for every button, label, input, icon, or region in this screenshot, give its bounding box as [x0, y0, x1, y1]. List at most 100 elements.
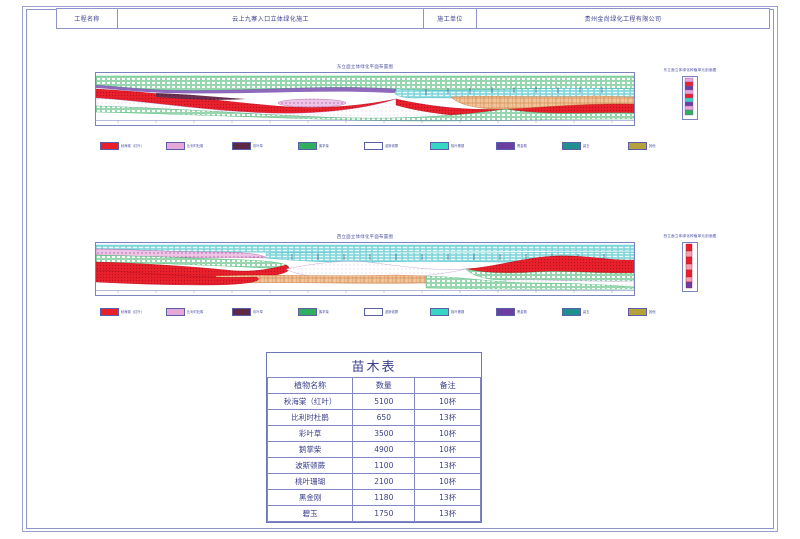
- contractor-value: 贵州金尚绿化工程有限公司: [584, 16, 662, 23]
- legend-swatch-icon: [628, 142, 647, 150]
- table-header-row: 植物名称 数量 备注: [266, 377, 481, 394]
- legend-swatch-icon: [166, 142, 185, 150]
- section-detail-2-drawing: [682, 242, 698, 292]
- plant-schedule-grid: 苗木表 植物名称 数量 备注 秋海棠（红叶） 5100 10杯 比利时杜鹃 65…: [266, 353, 481, 522]
- table-row: 桃叶珊瑚 2100 10杯: [266, 473, 481, 490]
- project-name-value: 云上九寨入口立体绿化施工: [118, 9, 424, 28]
- header-remark: 备注: [414, 377, 481, 394]
- legend-item: 鹅掌柴: [298, 142, 364, 150]
- cell-remark: 13杯: [414, 409, 481, 426]
- legend-item: 比利时杜鹃: [166, 308, 232, 316]
- legend-swatch-icon: [100, 142, 119, 150]
- legend-item: 波斯顿蕨: [364, 308, 430, 316]
- legend-label: 鹅掌柴: [319, 310, 329, 315]
- section-detail-1: 东立面立体绿化种植单元剖面图: [652, 68, 728, 120]
- cell-quantity: 3500: [352, 425, 416, 442]
- legend-label: 秋海棠（红叶）: [121, 310, 145, 315]
- section-detail-2: 西立面立体绿化种植单元剖面图: [652, 234, 728, 292]
- legend-swatch-icon: [100, 308, 119, 316]
- legend-label: 鹅掌柴: [319, 144, 329, 149]
- cell-remark: 13杯: [414, 505, 481, 522]
- legend-label: 比利时杜鹃: [187, 144, 204, 149]
- cell-quantity: 5100: [352, 393, 416, 410]
- elevation-plan-2: 西立面立体绿化平面布置图: [95, 234, 635, 296]
- legend-swatch-icon: [496, 308, 515, 316]
- section-detail-2-svg: [683, 243, 695, 289]
- header-plant-name: 植物名称: [266, 377, 354, 394]
- legend-label: 碧玉: [583, 144, 590, 149]
- panel-2-title: 西立面立体绿化平面布置图: [336, 235, 394, 240]
- legend-label: 彩叶草: [253, 144, 263, 149]
- cell-plant-name: 碧玉: [266, 505, 354, 522]
- title-block: 工程名称 云上九寨入口立体绿化施工 施工单位 贵州金尚绿化工程有限公司: [56, 8, 770, 29]
- section-detail-1-title: 东立面立体绿化种植单元剖面图: [663, 68, 717, 72]
- cell-quantity: 4900: [352, 441, 416, 458]
- cell-plant-name: 桃叶珊瑚: [266, 473, 354, 490]
- panel-1-drawing: [95, 72, 635, 126]
- plant-schedule-title: 苗木表: [267, 353, 481, 378]
- legend-swatch-icon: [562, 142, 581, 150]
- legend-item: 彩叶草: [232, 142, 298, 150]
- legend-label: 比利时杜鹃: [187, 310, 204, 315]
- legend-label: 其他: [649, 144, 656, 149]
- project-name-label: 工程名称: [57, 9, 118, 28]
- legend-swatch-icon: [430, 308, 449, 316]
- legend-item: 其他: [628, 308, 694, 316]
- legend-swatch-icon: [166, 308, 185, 316]
- elevation-plan-1: 东立面立体绿化平面布置图: [95, 64, 635, 126]
- legend-label: 桃叶珊瑚: [451, 310, 465, 315]
- legend-item: 鹅掌柴: [298, 308, 364, 316]
- legend-row-2: 秋海棠（红叶） 比利时杜鹃 彩叶草 鹅掌柴 波斯顿蕨 桃叶珊瑚 黑金刚 碧玉: [100, 308, 700, 316]
- panel-1-svg: [96, 73, 634, 125]
- table-row: 比利时杜鹃 650 13杯: [266, 409, 481, 426]
- table-title-row: 苗木表: [267, 353, 481, 378]
- section-detail-1-drawing: [682, 76, 698, 120]
- contractor-label: 施工单位: [424, 9, 477, 28]
- cell-remark: 10杯: [414, 441, 481, 458]
- legend-swatch-icon: [364, 142, 383, 150]
- table-row: 鹅掌柴 4900 10杯: [266, 441, 481, 458]
- cell-plant-name: 秋海棠（红叶）: [266, 393, 354, 410]
- table-row: 秋海棠（红叶） 5100 10杯: [266, 393, 481, 410]
- plant-schedule-table: 苗木表 植物名称 数量 备注 秋海棠（红叶） 5100 10杯 比利时杜鹃 65…: [266, 352, 482, 523]
- legend-swatch-icon: [298, 308, 317, 316]
- cell-quantity: 1100: [352, 457, 416, 474]
- legend-label: 秋海棠（红叶）: [121, 144, 145, 149]
- legend-label: 彩叶草: [253, 310, 263, 315]
- cell-quantity: 2100: [352, 473, 416, 490]
- cell-remark: 10杯: [414, 473, 481, 490]
- cell-quantity: 1180: [352, 489, 416, 506]
- legend-label: 碧玉: [583, 310, 590, 315]
- legend-item: 黑金刚: [496, 308, 562, 316]
- section-detail-1-svg: [683, 77, 695, 117]
- panel-1-title: 东立面立体绿化平面布置图: [336, 65, 394, 70]
- cell-remark: 13杯: [414, 489, 481, 506]
- legend-item: 桃叶珊瑚: [430, 142, 496, 150]
- cell-remark: 10杯: [414, 425, 481, 442]
- legend-swatch-icon: [364, 308, 383, 316]
- legend-swatch-icon: [430, 142, 449, 150]
- legend-swatch-icon: [232, 142, 251, 150]
- cell-remark: 13杯: [414, 457, 481, 474]
- cell-remark: 10杯: [414, 393, 481, 410]
- legend-item: 秋海棠（红叶）: [100, 142, 166, 150]
- legend-item: 碧玉: [562, 308, 628, 316]
- legend-swatch-icon: [496, 142, 515, 150]
- legend-label: 波斯顿蕨: [385, 310, 399, 315]
- table-row: 碧玉 1750 13杯: [266, 505, 481, 522]
- legend-item: 比利时杜鹃: [166, 142, 232, 150]
- legend-row-1: 秋海棠（红叶） 比利时杜鹃 彩叶草 鹅掌柴 波斯顿蕨 桃叶珊瑚 黑金刚 碧玉: [100, 142, 700, 150]
- cell-plant-name: 鹅掌柴: [266, 441, 354, 458]
- header-quantity: 数量: [352, 377, 416, 394]
- cell-plant-name: 波斯顿蕨: [266, 457, 354, 474]
- cell-plant-name: 彩叶草: [266, 425, 354, 442]
- table-row: 波斯顿蕨 1100 13杯: [266, 457, 481, 474]
- legend-label: 波斯顿蕨: [385, 144, 399, 149]
- panel-2-drawing: [95, 242, 635, 296]
- legend-label: 桃叶珊瑚: [451, 144, 465, 149]
- legend-swatch-icon: [232, 308, 251, 316]
- legend-swatch-icon: [298, 142, 317, 150]
- legend-item: 其他: [628, 142, 694, 150]
- panel-2-svg: [96, 243, 634, 295]
